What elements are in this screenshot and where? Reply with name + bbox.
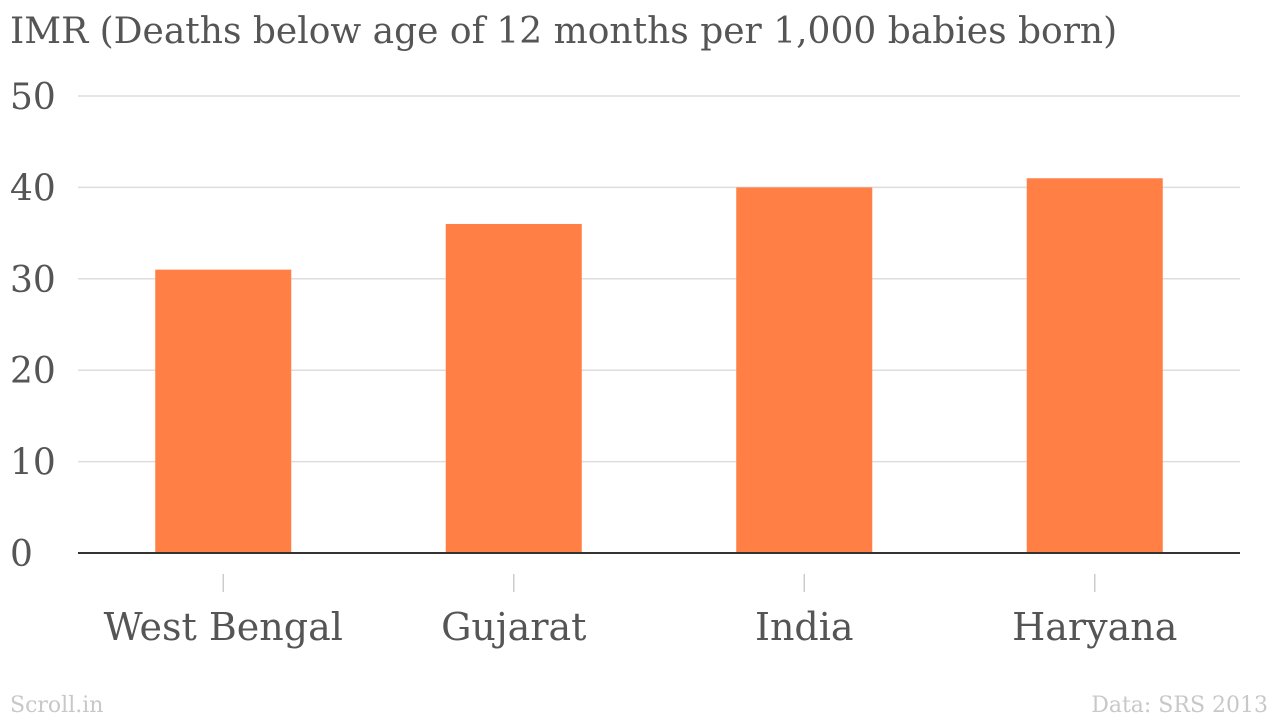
x-tick-label: West Bengal: [104, 605, 343, 649]
bar: [1026, 178, 1163, 553]
bar: [155, 269, 292, 553]
y-tick-label: 50: [10, 77, 56, 118]
y-tick-label: 40: [10, 168, 56, 209]
x-tick-labels: West Bengal Gujarat India Haryana: [104, 605, 1178, 649]
axis: [78, 552, 1240, 592]
y-tick-label: 10: [10, 443, 56, 484]
source-label: Data: SRS 2013: [1091, 693, 1268, 718]
brand-label: Scroll.in: [10, 693, 104, 718]
x-tick-label: Gujarat: [441, 605, 586, 649]
y-tick-label: 20: [10, 351, 56, 392]
bar: [445, 223, 582, 553]
chart-title: IMR (Deaths below age of 12 months per 1…: [10, 11, 1118, 52]
x-tick-label: India: [755, 605, 854, 649]
bars: [155, 178, 1163, 553]
bar: [736, 187, 873, 553]
y-tick-labels: 0 10 20 30 40 50: [10, 77, 56, 575]
y-tick-label: 30: [10, 260, 56, 301]
x-tick-label: Haryana: [1012, 605, 1177, 649]
y-tick-label: 0: [10, 534, 33, 575]
